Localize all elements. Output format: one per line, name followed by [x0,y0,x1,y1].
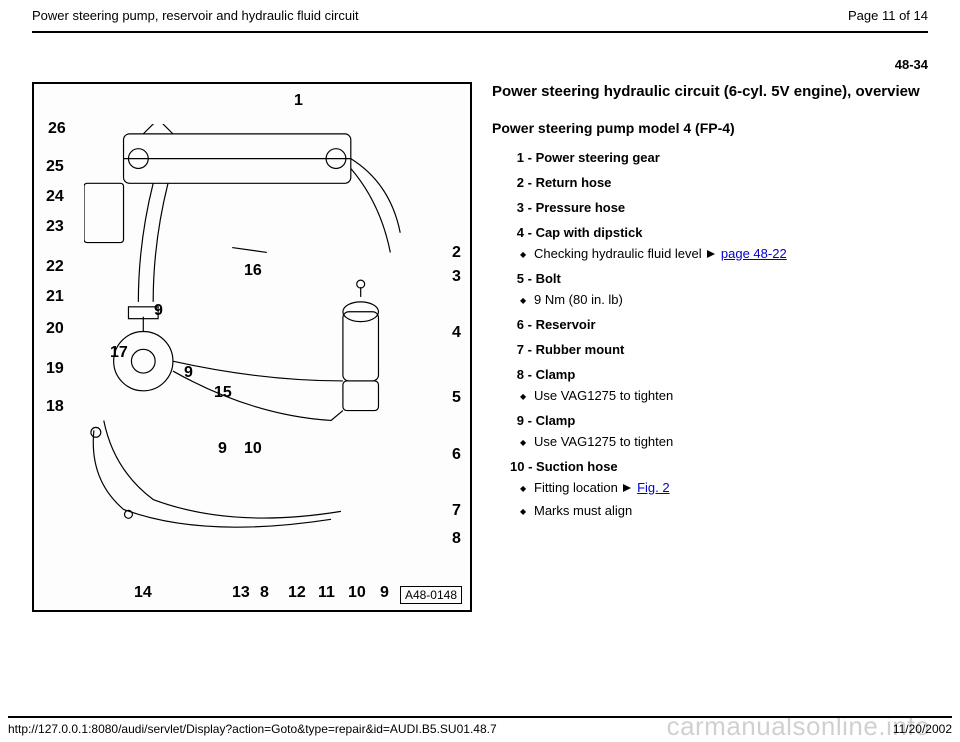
item-label: Bolt [536,271,561,286]
callout-8: 8 [452,530,461,548]
cross-ref-link[interactable]: Fig. 2 [637,480,670,495]
callout-9: 9 [184,364,193,382]
callout-11: 11 [318,584,335,602]
list-item: 4 - Cap with dipstickChecking hydraulic … [510,225,928,261]
list-item: 9 - ClampUse VAG1275 to tighten [510,413,928,449]
callout-1: 1 [294,92,303,110]
callout-19: 19 [46,360,64,378]
item-label: Clamp [536,413,576,428]
callout-5: 5 [452,389,461,407]
sub-item: Use VAG1275 to tighten [534,388,928,403]
list-item: 7 - Rubber mount [510,342,928,357]
page-code: 48-34 [32,57,928,72]
header-rule [32,31,928,33]
callout-3: 3 [452,268,461,286]
footer-date: 11/20/2002 [893,722,952,736]
cross-ref-link[interactable]: page 48-22 [721,246,787,261]
callout-24: 24 [46,188,64,206]
arrow-icon [707,250,715,258]
callout-10: 10 [244,440,262,458]
list-item: 8 - ClampUse VAG1275 to tighten [510,367,928,403]
item-label: Cap with dipstick [536,225,643,240]
list-item: 1 - Power steering gear [510,150,928,165]
callout-2: 2 [452,244,461,262]
item-label: Return hose [536,175,612,190]
callout-13: 13 [232,584,250,602]
callout-23: 23 [46,218,64,236]
callout-15: 15 [214,384,232,402]
callout-10: 10 [348,584,366,602]
callout-21: 21 [46,288,64,306]
callout-16: 16 [244,262,262,280]
callout-25: 25 [46,158,64,176]
diagram: 1262524231622232192041719915518910678141… [32,82,472,612]
sub-item: 9 Nm (80 in. lb) [534,292,928,307]
callout-17: 17 [110,344,128,362]
arrow-icon [623,484,631,492]
section-title: Power steering hydraulic circuit (6-cyl.… [492,82,928,102]
item-label: Rubber mount [536,342,625,357]
list-item: 10 - Suction hoseFitting location Fig. 2… [510,459,928,518]
header-title: Power steering pump, reservoir and hydra… [32,8,359,23]
sub-item: Use VAG1275 to tighten [534,434,928,449]
callout-9: 9 [218,440,227,458]
item-label: Clamp [536,367,576,382]
callout-6: 6 [452,446,461,464]
item-label: Reservoir [536,317,596,332]
item-label: Suction hose [536,459,618,474]
callout-22: 22 [46,258,64,276]
sub-item: Fitting location Fig. 2 [534,480,928,495]
list-item: 6 - Reservoir [510,317,928,332]
callout-9: 9 [380,584,389,602]
footer-rule [8,716,952,718]
callout-14: 14 [134,584,152,602]
callout-20: 20 [46,320,64,338]
diagram-schematic [84,124,420,549]
subtitle: Power steering pump model 4 (FP-4) [492,120,928,136]
list-item: 5 - Bolt9 Nm (80 in. lb) [510,271,928,307]
diagram-id: A48-0148 [400,586,462,604]
item-label: Pressure hose [536,200,626,215]
item-label: Power steering gear [536,150,660,165]
callout-12: 12 [288,584,306,602]
sub-item: Marks must align [534,503,928,518]
parts-list: 1 - Power steering gear 2 - Return hose 3 … [492,150,928,518]
header-page: Page 11 of 14 [848,8,928,23]
callout-18: 18 [46,398,64,416]
callout-9: 9 [154,302,163,320]
footer-url: http://127.0.0.1:8080/audi/servlet/Displ… [8,722,497,736]
callout-7: 7 [452,502,461,520]
callout-8: 8 [260,584,269,602]
callout-26: 26 [48,120,66,138]
list-item: 2 - Return hose [510,175,928,190]
list-item: 3 - Pressure hose [510,200,928,215]
sub-item: Checking hydraulic fluid level page 48-2… [534,246,928,261]
callout-4: 4 [452,324,461,342]
